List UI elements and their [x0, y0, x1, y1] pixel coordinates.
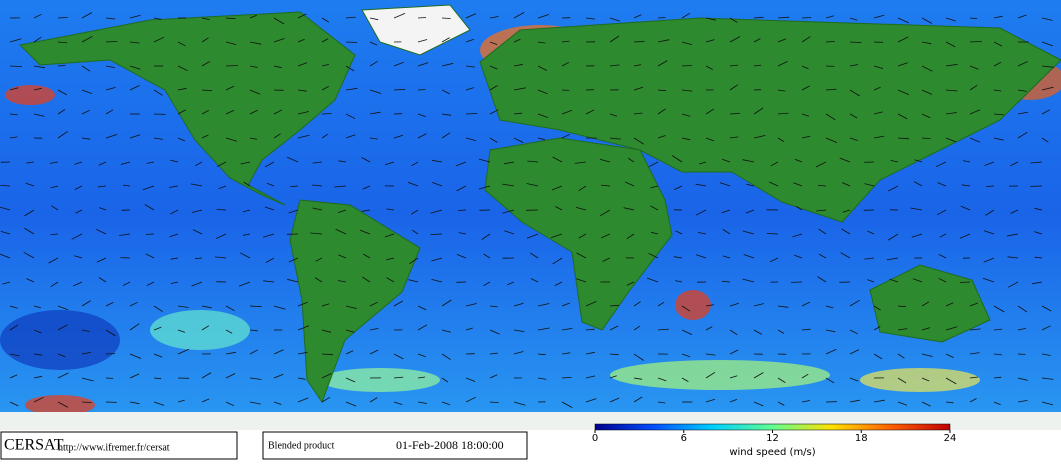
wind-arrow [466, 114, 477, 115]
wind-arrow [442, 18, 451, 19]
wind-arrow [418, 18, 426, 19]
wind-arrow [106, 354, 115, 355]
wind-arrow [767, 234, 778, 235]
colorbar-label: wind speed (m/s) [729, 447, 815, 458]
wind-arrow [58, 66, 65, 67]
source-name: CERSAT [4, 437, 64, 454]
colorbar-tick-label: 18 [855, 433, 868, 444]
wind-arrow [960, 282, 970, 283]
wind-arrow [458, 210, 466, 211]
product: Blended product [268, 440, 335, 451]
wind-arrow [322, 114, 332, 115]
wind-arrow [802, 18, 811, 19]
wind-arrow [217, 210, 226, 211]
wind-arrow [986, 186, 994, 187]
colorbar-tick-label: 6 [681, 433, 687, 444]
colorbar-tick-label: 24 [944, 433, 957, 444]
colorbar-tick-label: 0 [592, 433, 598, 444]
wind-arrow [418, 90, 425, 91]
wind-arrow [346, 42, 357, 43]
wind-arrow [226, 66, 238, 67]
source-url: http://www.ifremer.fr/cersat [58, 442, 170, 453]
colorbar-scale [595, 424, 950, 430]
colorbar-tick-label: 12 [766, 433, 779, 444]
wind-arrow [682, 66, 692, 67]
wind-arrow [970, 18, 977, 19]
date: 01-Feb-2008 18:00:00 [396, 438, 504, 452]
